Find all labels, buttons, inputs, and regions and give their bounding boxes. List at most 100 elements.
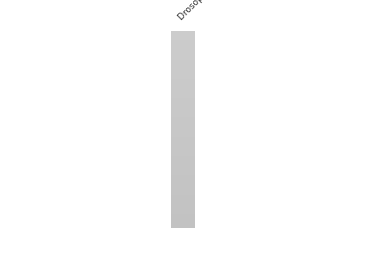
Bar: [171, 166, 195, 167]
Bar: [171, 116, 195, 117]
Bar: [171, 96, 195, 97]
Bar: [171, 168, 195, 169]
Bar: [171, 145, 195, 146]
Bar: [171, 95, 195, 96]
Bar: [171, 156, 195, 157]
Bar: [171, 46, 195, 47]
Bar: [171, 182, 195, 183]
Bar: [171, 140, 195, 141]
Bar: [171, 198, 195, 199]
Bar: [171, 199, 195, 200]
Bar: [171, 59, 195, 60]
Bar: [171, 51, 195, 52]
Bar: [171, 72, 195, 73]
Bar: [171, 222, 195, 223]
Bar: [171, 74, 195, 75]
Bar: [171, 86, 195, 87]
Bar: [171, 111, 195, 112]
Bar: [171, 83, 195, 84]
Bar: [171, 73, 195, 74]
Bar: [171, 188, 195, 189]
Bar: [171, 103, 195, 104]
Bar: [171, 138, 195, 139]
Bar: [171, 147, 195, 148]
Bar: [171, 215, 195, 216]
Bar: [171, 203, 195, 204]
Bar: [171, 114, 195, 115]
Bar: [171, 33, 195, 34]
Bar: [171, 89, 195, 90]
Bar: [171, 151, 195, 152]
Bar: [171, 94, 195, 95]
Bar: [171, 133, 195, 134]
Bar: [171, 78, 195, 79]
Bar: [171, 82, 195, 83]
Bar: [171, 68, 195, 69]
Bar: [171, 123, 195, 124]
Bar: [171, 186, 195, 187]
Bar: [171, 177, 195, 178]
Bar: [171, 98, 195, 99]
Bar: [171, 210, 195, 211]
Bar: [171, 130, 195, 131]
Bar: [171, 63, 195, 64]
Bar: [171, 197, 195, 198]
Bar: [171, 124, 195, 125]
Bar: [171, 150, 195, 151]
Bar: [171, 97, 195, 98]
Bar: [171, 101, 195, 102]
Bar: [171, 102, 195, 103]
Bar: [171, 54, 195, 55]
Bar: [171, 160, 195, 161]
Bar: [171, 37, 195, 38]
Bar: [171, 115, 195, 116]
Bar: [171, 146, 195, 147]
Bar: [171, 43, 195, 44]
Bar: [171, 31, 195, 32]
Bar: [171, 137, 195, 138]
Bar: [171, 38, 195, 39]
Bar: [171, 214, 195, 215]
Bar: [171, 88, 195, 89]
Bar: [171, 148, 195, 149]
Bar: [171, 112, 195, 113]
Bar: [171, 127, 195, 128]
Bar: [171, 185, 195, 186]
Bar: [171, 212, 195, 213]
Bar: [171, 104, 195, 105]
Bar: [171, 174, 195, 175]
Bar: [171, 122, 195, 123]
Bar: [171, 107, 195, 108]
Text: Drosophila brain: Drosophila brain: [177, 0, 236, 22]
Bar: [171, 202, 195, 203]
Bar: [171, 196, 195, 197]
Bar: [171, 44, 195, 45]
Bar: [171, 49, 195, 50]
Bar: [171, 70, 195, 71]
Bar: [171, 154, 195, 155]
Bar: [171, 195, 195, 196]
Bar: [171, 50, 195, 51]
Bar: [171, 205, 195, 206]
Bar: [171, 141, 195, 142]
Bar: [171, 48, 195, 49]
Bar: [171, 190, 195, 191]
Bar: [171, 69, 195, 70]
Bar: [171, 207, 195, 208]
Bar: [171, 149, 195, 150]
Bar: [171, 93, 195, 94]
Bar: [171, 163, 195, 164]
Bar: [171, 216, 195, 217]
Bar: [171, 200, 195, 201]
Bar: [171, 61, 195, 62]
Bar: [171, 139, 195, 140]
Bar: [171, 117, 195, 118]
Bar: [171, 167, 195, 168]
Bar: [171, 206, 195, 207]
Bar: [171, 184, 195, 185]
Bar: [171, 213, 195, 214]
Bar: [171, 194, 195, 195]
Bar: [171, 52, 195, 53]
Bar: [171, 32, 195, 33]
Bar: [171, 118, 195, 119]
